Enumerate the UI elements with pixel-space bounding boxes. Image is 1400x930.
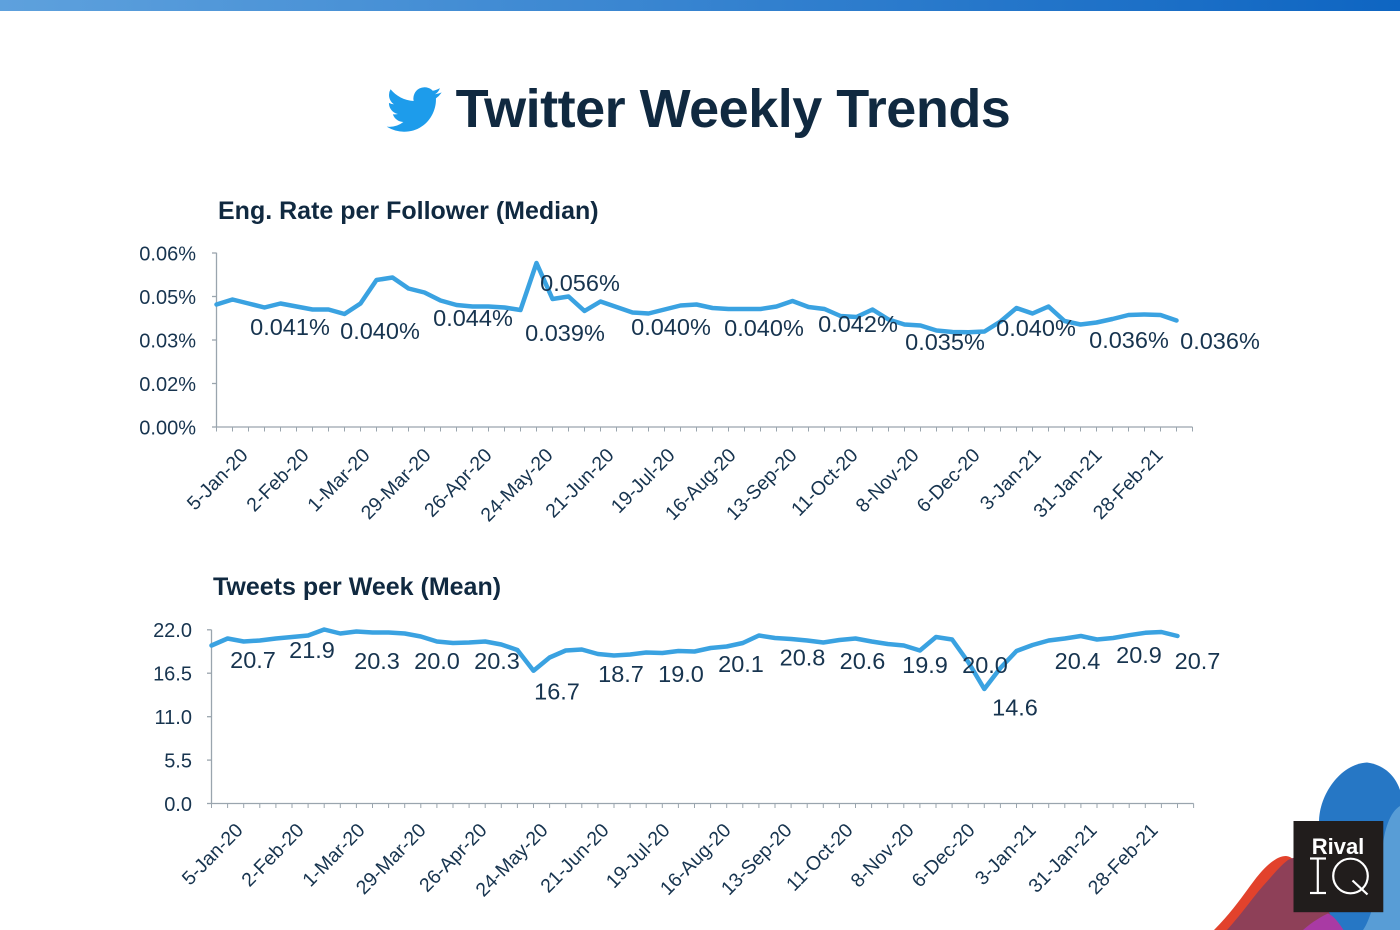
svg-text:20.0: 20.0 <box>414 648 460 674</box>
svg-text:14.6: 14.6 <box>992 695 1038 721</box>
svg-text:20.8: 20.8 <box>780 645 826 671</box>
svg-text:16.5: 16.5 <box>153 664 192 686</box>
svg-text:Eng. Rate per Follower (Median: Eng. Rate per Follower (Median) <box>218 197 599 225</box>
svg-text:19.0: 19.0 <box>658 661 704 687</box>
svg-text:0.039%: 0.039% <box>525 320 605 346</box>
svg-text:21.9: 21.9 <box>289 637 335 663</box>
svg-text:20.9: 20.9 <box>1116 642 1162 668</box>
svg-text:20.1: 20.1 <box>718 651 764 677</box>
svg-text:20.3: 20.3 <box>354 648 400 674</box>
svg-text:16.7: 16.7 <box>534 679 580 705</box>
svg-text:0.036%: 0.036% <box>1089 327 1169 353</box>
svg-text:Twitter Weekly Trends: Twitter Weekly Trends <box>456 79 1011 139</box>
svg-text:0.044%: 0.044% <box>433 305 513 331</box>
svg-text:20.4: 20.4 <box>1055 648 1101 674</box>
svg-text:0.056%: 0.056% <box>540 270 620 296</box>
svg-text:0.00%: 0.00% <box>139 417 196 439</box>
svg-text:20.0: 20.0 <box>962 652 1008 678</box>
svg-text:0.02%: 0.02% <box>139 374 196 396</box>
svg-text:20.7: 20.7 <box>1175 648 1221 674</box>
svg-text:20.6: 20.6 <box>840 648 886 674</box>
svg-text:0.06%: 0.06% <box>139 243 196 265</box>
svg-text:0.036%: 0.036% <box>1180 328 1260 354</box>
svg-text:22.0: 22.0 <box>153 620 192 642</box>
svg-text:20.7: 20.7 <box>230 647 276 673</box>
svg-text:0.0: 0.0 <box>164 794 192 816</box>
svg-text:0.040%: 0.040% <box>996 315 1076 341</box>
svg-text:0.03%: 0.03% <box>139 330 196 352</box>
svg-text:Tweets per Week (Mean): Tweets per Week (Mean) <box>213 573 501 601</box>
svg-text:Rival: Rival <box>1312 834 1365 859</box>
svg-text:0.040%: 0.040% <box>631 314 711 340</box>
svg-text:0.042%: 0.042% <box>818 311 898 337</box>
svg-text:5.5: 5.5 <box>164 750 192 772</box>
svg-text:11.0: 11.0 <box>155 707 192 729</box>
svg-text:0.041%: 0.041% <box>250 314 330 340</box>
svg-text:0.05%: 0.05% <box>139 287 196 309</box>
svg-text:19.9: 19.9 <box>902 652 948 678</box>
svg-text:0.040%: 0.040% <box>724 315 804 341</box>
svg-text:20.3: 20.3 <box>474 648 520 674</box>
svg-text:0.040%: 0.040% <box>340 318 420 344</box>
svg-text:0.035%: 0.035% <box>905 329 985 355</box>
svg-text:18.7: 18.7 <box>598 661 644 687</box>
